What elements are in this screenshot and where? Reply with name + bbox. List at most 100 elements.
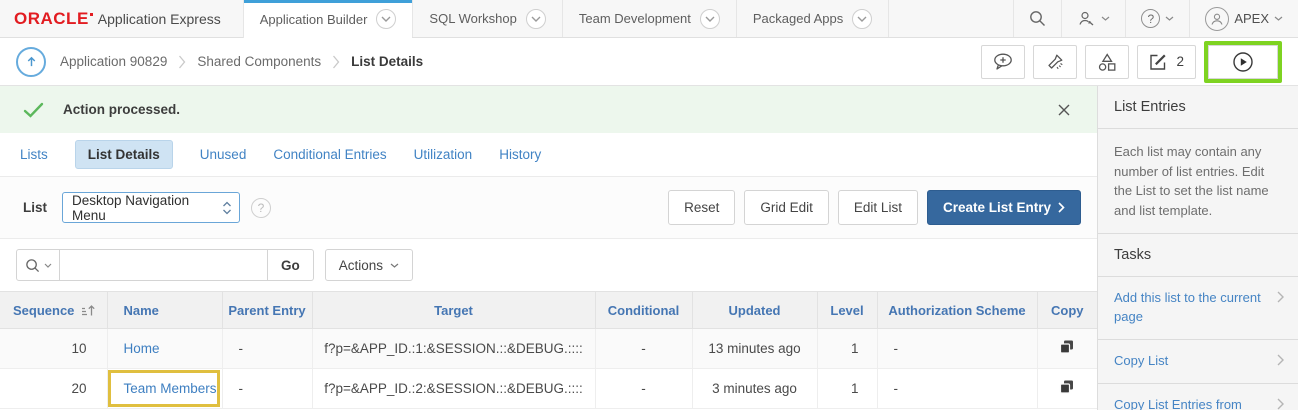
quick-edit-button[interactable]: 2 (1137, 44, 1196, 79)
tab-team-development[interactable]: Team Development (561, 0, 736, 37)
tasks-title: Tasks (1114, 247, 1152, 263)
chevron-right-icon (1277, 291, 1284, 303)
tab-history[interactable]: History (499, 147, 542, 162)
play-icon (1232, 51, 1254, 73)
cell-name: Team Members (106, 368, 223, 409)
column-header-copy[interactable]: Copy (1036, 291, 1097, 329)
breadcrumb-shared-components[interactable]: Shared Components (197, 54, 322, 69)
shared-components-button[interactable] (1085, 44, 1130, 79)
column-header-updated[interactable]: Updated (691, 291, 818, 329)
search-column-selector[interactable] (16, 249, 60, 281)
page-content: Action processed. Lists List Details Unu… (0, 86, 1298, 410)
create-list-entry-label: Create List Entry (942, 200, 1051, 215)
actions-label: Actions (338, 257, 384, 273)
breadcrumb-bar: Application 90829 Shared Components List… (0, 38, 1298, 86)
chevron-down-icon[interactable] (852, 8, 873, 29)
feedback-button[interactable] (981, 44, 1026, 79)
tab-lists[interactable]: Lists (20, 147, 48, 162)
task-copy-list[interactable]: Copy List (1098, 340, 1298, 384)
breadcrumb-application[interactable]: Application 90829 (60, 54, 168, 69)
tab-utilization[interactable]: Utilization (413, 147, 473, 162)
column-header-level[interactable]: Level (816, 291, 878, 329)
go-button[interactable]: Go (268, 249, 314, 281)
chevron-down-icon[interactable] (376, 9, 397, 29)
list-select[interactable]: Desktop Navigation Menu (62, 192, 241, 223)
chevron-down-icon (44, 263, 52, 268)
column-header-sequence[interactable]: Sequence (0, 291, 108, 329)
user-menu-button[interactable]: APEX (1189, 0, 1298, 37)
breadcrumb-separator-icon (332, 55, 340, 69)
tab-unused[interactable]: Unused (199, 147, 247, 162)
chevron-down-icon (390, 263, 399, 268)
search-icon (25, 258, 40, 273)
cell-parent-entry: - (221, 328, 313, 369)
cell-authorization-scheme: - (876, 328, 1038, 369)
user-wrench-icon (1077, 10, 1096, 28)
task-label: Copy List Entries from one List to Anoth… (1114, 396, 1242, 410)
list-action-buttons: Reset Grid Edit Edit List Create List En… (668, 190, 1081, 225)
success-alert: Action processed. (0, 86, 1097, 133)
cell-updated: 3 minutes ago (691, 368, 818, 409)
sort-ascending-icon (80, 303, 96, 317)
comment-plus-icon (993, 53, 1013, 70)
task-copy-list-entries[interactable]: Copy List Entries from one List to Anoth… (1098, 384, 1298, 410)
chevron-down-icon (1274, 16, 1283, 21)
column-header-authorization-scheme[interactable]: Authorization Scheme (876, 291, 1038, 329)
up-level-button[interactable] (16, 46, 46, 77)
top-tabs: Application Builder SQL Workshop Team De… (242, 0, 890, 38)
chevron-down-icon[interactable] (525, 8, 546, 29)
cell-conditional: - (594, 328, 693, 369)
cell-level: 1 (816, 368, 878, 409)
oracle-trademark-icon (89, 13, 93, 16)
field-help-icon[interactable]: ? (251, 197, 272, 218)
user-name: APEX (1234, 11, 1269, 26)
sidebar-description-section: Each list may contain any number of list… (1098, 129, 1298, 234)
cell-sequence: 20 (0, 368, 108, 409)
chevron-down-icon[interactable] (699, 8, 720, 29)
list-entry-link-home[interactable]: Home (123, 341, 160, 356)
tab-conditional-entries[interactable]: Conditional Entries (273, 147, 387, 162)
top-right-utilities: ? APEX (1013, 0, 1298, 37)
actions-menu-button[interactable]: Actions (324, 249, 414, 281)
list-select-value: Desktop Navigation Menu (72, 192, 190, 223)
tab-list-details[interactable]: List Details (74, 140, 173, 169)
run-application-button[interactable] (1208, 44, 1278, 79)
cell-authorization-scheme: - (876, 368, 1038, 409)
copy-icon[interactable] (1059, 379, 1075, 395)
column-header-conditional[interactable]: Conditional (594, 291, 693, 329)
column-header-target[interactable]: Target (311, 291, 596, 329)
copy-icon[interactable] (1059, 339, 1075, 355)
top-navigation-bar: ORACLE Application Express Application B… (0, 0, 1298, 38)
success-check-icon (23, 102, 44, 118)
cell-conditional: - (594, 368, 693, 409)
global-search-button[interactable] (1013, 0, 1061, 37)
list-entry-link-team-members[interactable]: Team Members (123, 381, 217, 396)
tab-application-builder[interactable]: Application Builder (242, 0, 413, 38)
alert-message: Action processed. (63, 102, 181, 117)
grid-edit-button[interactable]: Grid Edit (744, 190, 829, 225)
sidebar-description: Each list may contain any number of list… (1114, 144, 1269, 218)
search-input[interactable] (60, 249, 268, 281)
help-menu-button[interactable]: ? (1125, 0, 1189, 37)
tab-sql-workshop[interactable]: SQL Workshop (412, 0, 561, 37)
chevron-right-icon (1277, 398, 1284, 410)
close-icon[interactable] (1054, 100, 1074, 120)
cell-name: Home (106, 328, 223, 369)
column-header-parent-entry[interactable]: Parent Entry (221, 291, 313, 329)
chevron-down-icon (1165, 16, 1174, 21)
edit-list-button[interactable]: Edit List (837, 190, 918, 225)
list-selector-row: List Desktop Navigation Menu ? Reset Gri… (0, 177, 1097, 239)
column-header-name[interactable]: Name (106, 291, 223, 329)
cell-target: f?p=&APP_ID.:2:&SESSION.::&DEBUG.:::: (311, 368, 596, 409)
task-label: Add this list to the current page (1114, 290, 1261, 324)
admin-menu-button[interactable] (1061, 0, 1125, 37)
task-add-list-to-page[interactable]: Add this list to the current page (1098, 277, 1298, 340)
spotlight-search-button[interactable] (1033, 44, 1078, 79)
cell-parent-entry: - (221, 368, 313, 409)
oracle-apex-logo: ORACLE Application Express (0, 0, 243, 37)
reset-button[interactable]: Reset (668, 190, 736, 225)
help-icon: ? (1141, 9, 1161, 28)
product-name: Application Express (97, 10, 221, 27)
create-list-entry-button[interactable]: Create List Entry (926, 190, 1081, 225)
tab-packaged-apps[interactable]: Packaged Apps (735, 0, 890, 37)
